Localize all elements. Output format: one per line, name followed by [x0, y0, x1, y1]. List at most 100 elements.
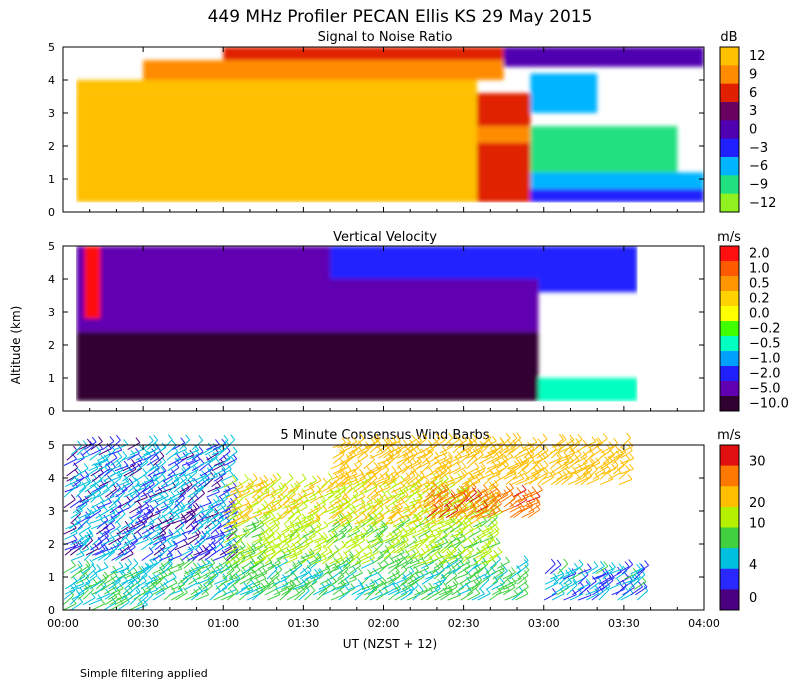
wind-barb: [384, 502, 398, 515]
wind-barb: [541, 471, 554, 486]
wind-barb: [354, 485, 367, 499]
wind-barb: [516, 473, 530, 486]
wind-barb: [455, 502, 467, 518]
wind-barb: [257, 488, 270, 504]
velocity-region-3: [330, 246, 539, 279]
wind-barb: [94, 580, 107, 595]
wind-barb: [394, 583, 408, 596]
wind-barb: [300, 481, 315, 493]
wind-barb: [433, 564, 445, 580]
wind-barb: [372, 538, 384, 554]
wind-barb: [268, 531, 282, 544]
wind-barb: [441, 454, 453, 470]
wind-barb: [271, 492, 286, 504]
velocity-colorbar-swatch: [720, 351, 739, 367]
velocity-colorbar-label: 1.0: [749, 262, 770, 277]
snr-colorbar-label: 12: [749, 49, 766, 64]
wind-barb: [501, 482, 514, 497]
wind-barb: [141, 521, 155, 535]
wind-barb: [354, 504, 367, 520]
wind-barb: [69, 477, 82, 493]
wind-barb: [92, 480, 106, 493]
velocity-y-tick-label: 4: [48, 273, 55, 286]
wind-barb: [108, 509, 120, 524]
snr-colorbar-label: −9: [749, 178, 768, 193]
wind-barb: [321, 472, 333, 488]
wind-barb: [205, 507, 219, 519]
wind-barb: [91, 518, 105, 530]
velocity-y-tick-label: 3: [48, 306, 55, 319]
wind-barb: [486, 517, 498, 533]
wind-barb: [245, 473, 258, 488]
wind-barb: [412, 547, 426, 559]
wind-barb: [426, 481, 438, 497]
wind-barb: [368, 433, 381, 448]
wind-barb: [186, 448, 200, 461]
wind-barb: [332, 462, 346, 475]
wind-barb: [76, 449, 90, 461]
snr-colorbar-swatch: [720, 47, 739, 66]
wind-barb: [273, 574, 287, 585]
wind-barb: [396, 502, 410, 515]
snr-colorbar: 12 9 6 3 0 −3 −6 −9 −12: [719, 46, 776, 213]
snr-region-1: [76, 80, 477, 94]
wind-barb: [82, 592, 96, 606]
wind-barb: [557, 558, 569, 575]
wind-barb: [115, 450, 128, 466]
wind-barb: [185, 444, 199, 456]
wind-barb: [409, 552, 424, 565]
wind-barb: [235, 528, 248, 544]
wind-barb: [95, 454, 109, 466]
wind-barb: [293, 585, 306, 601]
snr-colorbar-swatch: [720, 157, 739, 176]
wind-barb: [88, 594, 103, 606]
wind-barb: [129, 500, 142, 514]
wind-barb: [247, 578, 261, 590]
wind-barb: [463, 537, 478, 549]
wind-barb: [277, 483, 289, 499]
wind-barb: [63, 560, 76, 574]
velocity-colorbar-swatch: [720, 306, 739, 322]
wind-barb: [502, 569, 513, 585]
x-tick-label: 01:00: [207, 617, 239, 630]
wind-barb: [458, 447, 473, 459]
velocity-colorbar-label: 2.0: [749, 247, 770, 262]
wind-barb: [314, 520, 329, 533]
wind-barb: [174, 533, 188, 546]
wind-barb: [577, 569, 589, 585]
wind-barb: [630, 563, 642, 580]
wind-barb: [341, 550, 354, 565]
wind-barb: [401, 577, 415, 590]
wind-barb: [294, 567, 308, 580]
wind-barb: [303, 475, 317, 488]
wind-barb: [223, 475, 237, 488]
wind-barb: [152, 528, 167, 540]
wind-barb: [422, 444, 435, 459]
wind-barb: [566, 579, 578, 596]
snr-region-9: [143, 60, 504, 80]
wind-barb: [503, 467, 517, 480]
wind-barb: [78, 507, 92, 519]
velocity-region-4: [538, 378, 638, 402]
wind-barb: [476, 525, 490, 538]
wind-barb: [282, 497, 296, 509]
wind-barb: [500, 488, 514, 503]
snr-colorbar-label: 3: [749, 104, 757, 119]
wind-barb: [123, 463, 137, 477]
velocity-colorbar-swatch: [720, 321, 739, 337]
wind-barb: [530, 462, 545, 475]
wind-barb: [237, 542, 252, 554]
wind-barb: [172, 437, 186, 451]
wind-barb: [121, 522, 136, 535]
wind-barb: [268, 517, 280, 533]
wind-barb: [510, 473, 525, 486]
wind-barb: [270, 484, 283, 499]
wind-barb: [63, 494, 76, 509]
wind-barb: [468, 525, 482, 538]
wind-barb: [448, 462, 462, 475]
velocity-colorbar: 2.01.00.50.20.0−0.2−0.5−1.0−2.0−5.0−10.0: [719, 245, 789, 412]
wind-barb: [159, 554, 172, 569]
wind-barb: [413, 470, 425, 485]
wind-barb: [406, 546, 420, 559]
wind-barb: [140, 474, 154, 488]
